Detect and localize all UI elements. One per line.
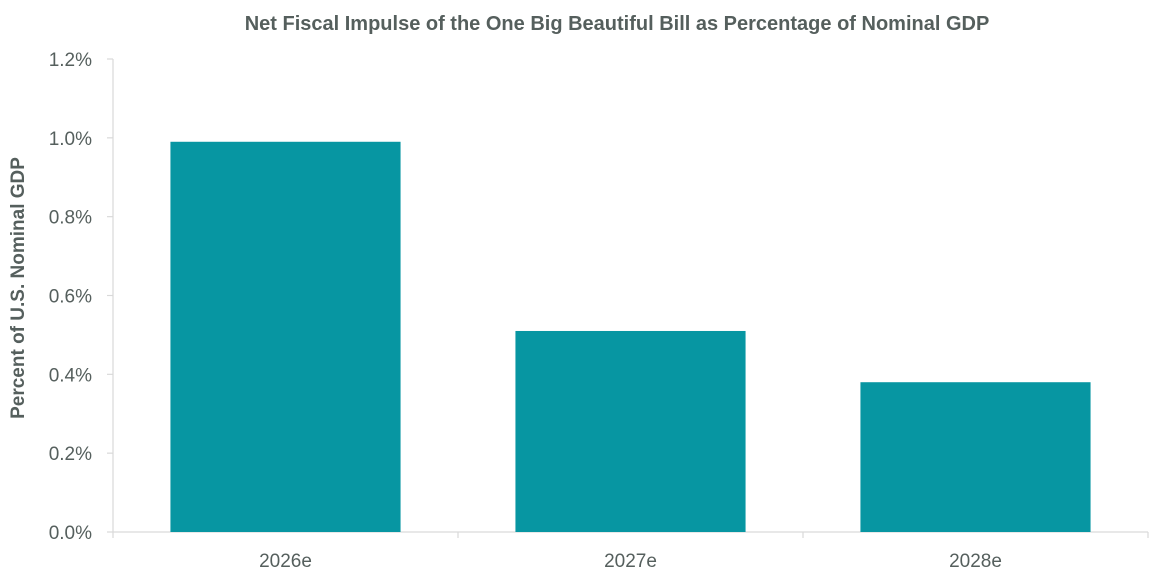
y-tick-label: 0.4%: [49, 365, 92, 386]
y-tick-label: 0.0%: [49, 523, 92, 544]
chart-title: Net Fiscal Impulse of the One Big Beauti…: [245, 13, 990, 35]
y-tick-label: 1.0%: [49, 129, 92, 150]
y-tick-label: 0.6%: [49, 287, 92, 308]
bar-2026e: [170, 141, 401, 532]
x-tick-label: 2028e: [949, 551, 1002, 572]
y-tick-label: 1.2%: [49, 50, 92, 71]
y-tick-label: 0.8%: [49, 208, 92, 229]
x-axis: 2026e 2027e 2028e: [112, 531, 1149, 572]
y-axis-title: Percent of U.S. Nominal GDP: [8, 157, 29, 419]
x-tick-label: 2026e: [259, 551, 312, 572]
y-axis: 0.0% 0.2% 0.4% 0.6% 0.8% 1.0% 1.2%: [49, 50, 114, 544]
bar-2027e: [515, 330, 746, 532]
y-tick-label: 0.2%: [49, 444, 92, 465]
bars-group: [170, 141, 1091, 532]
bar-2028e: [860, 382, 1091, 532]
x-tick-label: 2027e: [604, 551, 657, 572]
